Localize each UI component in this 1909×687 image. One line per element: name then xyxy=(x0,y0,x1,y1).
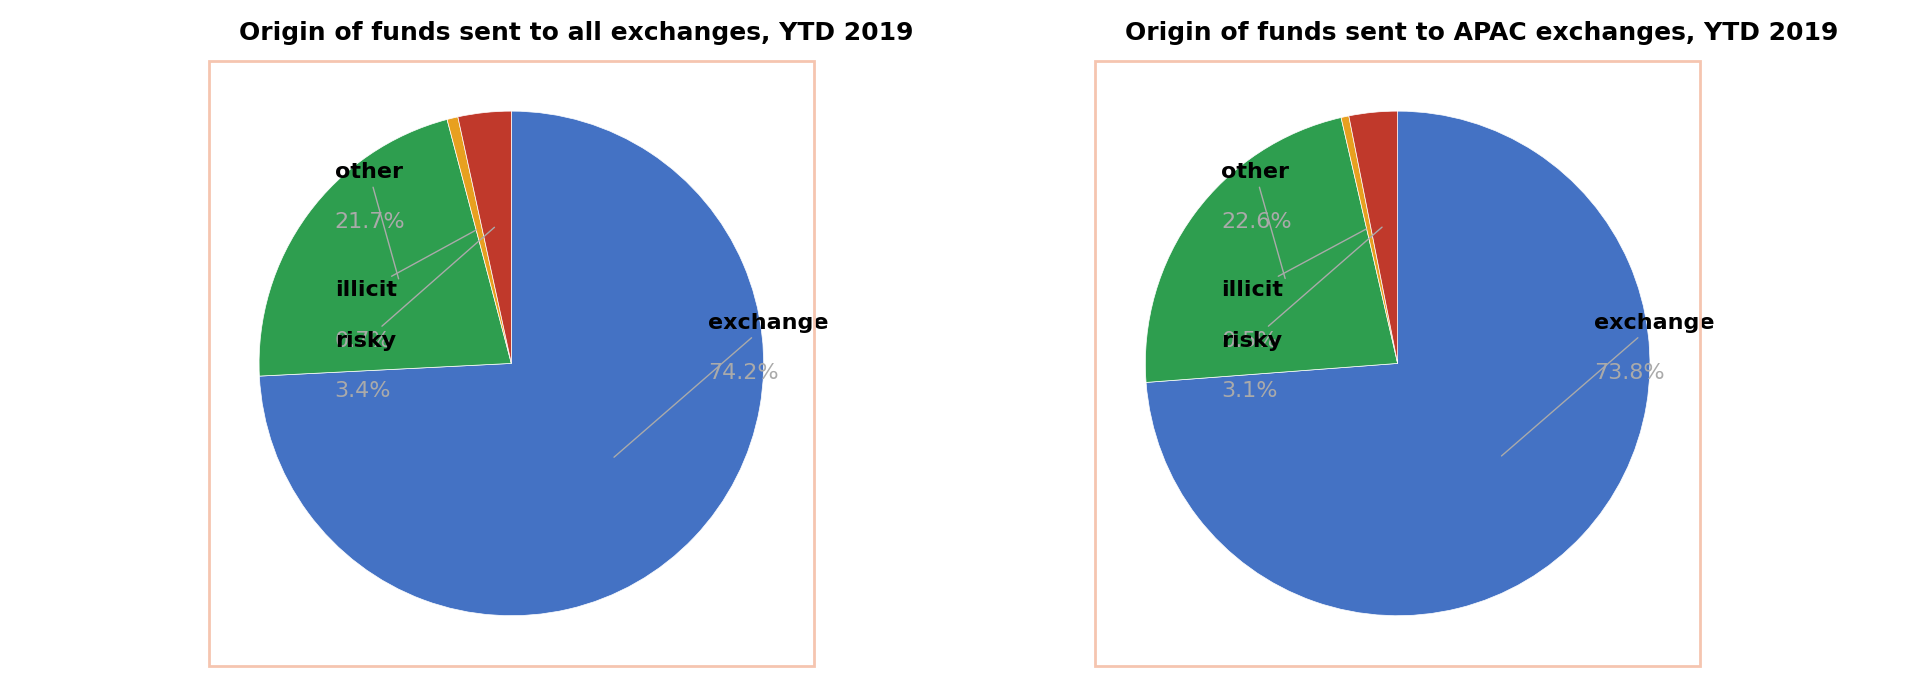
Text: other: other xyxy=(334,161,403,279)
Text: Origin of funds sent to APAC exchanges, YTD 2019: Origin of funds sent to APAC exchanges, … xyxy=(1124,21,1838,45)
Text: 74.2%: 74.2% xyxy=(708,363,779,383)
Text: 3.1%: 3.1% xyxy=(1222,381,1277,401)
Text: 0.5%: 0.5% xyxy=(1222,330,1277,350)
Wedge shape xyxy=(260,111,764,616)
Wedge shape xyxy=(1340,116,1397,363)
Wedge shape xyxy=(1145,117,1397,383)
Text: other: other xyxy=(1222,161,1289,278)
Wedge shape xyxy=(260,120,512,376)
Text: 22.6%: 22.6% xyxy=(1222,212,1292,232)
Text: exchange: exchange xyxy=(615,313,829,458)
Text: 0.7%: 0.7% xyxy=(334,330,391,350)
Wedge shape xyxy=(447,117,512,363)
Text: Origin of funds sent to all exchanges, YTD 2019: Origin of funds sent to all exchanges, Y… xyxy=(239,21,913,45)
Wedge shape xyxy=(1145,111,1649,616)
Text: exchange: exchange xyxy=(1502,313,1714,456)
Wedge shape xyxy=(1350,111,1397,363)
Wedge shape xyxy=(458,111,512,363)
Text: illicit: illicit xyxy=(1222,229,1367,300)
Text: illicit: illicit xyxy=(334,230,477,300)
Text: risky: risky xyxy=(334,227,494,351)
Text: 21.7%: 21.7% xyxy=(334,212,405,232)
Text: 3.4%: 3.4% xyxy=(334,381,391,401)
Text: 73.8%: 73.8% xyxy=(1594,363,1665,383)
Text: risky: risky xyxy=(1222,227,1382,351)
